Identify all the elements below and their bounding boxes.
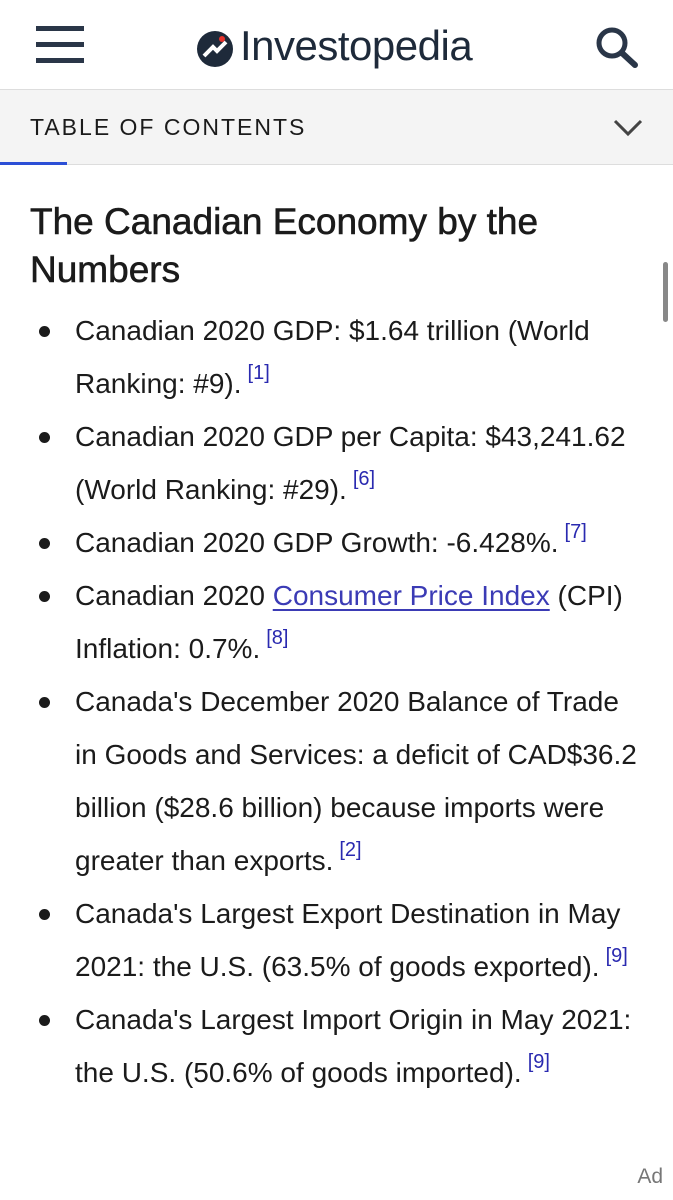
- header: Investopedia: [0, 0, 673, 90]
- list-item: Canada's December 2020 Balance of Trade …: [39, 675, 640, 887]
- toc-progress: [0, 162, 67, 165]
- list-item: Canadian 2020 GDP: $1.64 trillion (World…: [39, 304, 640, 410]
- list-item: Canadian 2020 Consumer Price Index (CPI)…: [39, 569, 640, 675]
- citation[interactable]: [7]: [564, 521, 587, 543]
- logo-mark[interactable]: [196, 30, 234, 68]
- toc-label[interactable]: TABLE OF CONTENTS: [30, 114, 307, 140]
- toc-chevron[interactable]: [612, 118, 644, 138]
- item-text: Canadian 2020 GDP Growth: -6.428%.: [75, 527, 559, 558]
- citation[interactable]: [6]: [352, 468, 376, 490]
- fact-list: Canadian 2020 GDP: $1.64 trillion (World…: [0, 304, 640, 1099]
- citation[interactable]: [9]: [527, 1051, 550, 1073]
- item-text: Canada's Largest Export Destination in M…: [75, 898, 621, 982]
- citation[interactable]: [9]: [605, 945, 628, 967]
- item-text: Canadian 2020 GDP per Capita: $43,241.62…: [75, 421, 626, 505]
- list-item: Canada's Largest Import Origin in May 20…: [39, 993, 640, 1099]
- list-item: Canadian 2020 GDP Growth: -6.428%. [7]: [39, 516, 640, 569]
- table-of-contents[interactable]: TABLE OF CONTENTS: [0, 90, 673, 165]
- list-item: Canada's Largest Export Destination in M…: [39, 887, 640, 993]
- item-text: Canada's December 2020 Balance of Trade …: [75, 686, 637, 876]
- item-text: Canadian 2020 GDP: $1.64 trillion (World…: [75, 315, 590, 399]
- article-heading: The Canadian Economy by the Numbers: [30, 201, 539, 291]
- search-button[interactable]: [595, 26, 639, 68]
- menu-button[interactable]: [36, 26, 84, 64]
- citation[interactable]: [1]: [247, 362, 270, 384]
- item-text: Canadian 2020: [75, 580, 273, 611]
- item-text: Canada's Largest Import Origin in May 20…: [75, 1004, 632, 1088]
- item-link[interactable]: Consumer Price Index: [272, 580, 550, 611]
- ad-label: Ad: [637, 1165, 663, 1188]
- citation[interactable]: [8]: [266, 627, 289, 649]
- item-text: (CPI) Inflation: 0.7%.: [75, 580, 623, 664]
- brand[interactable]: Investopedia: [240, 22, 473, 69]
- citation[interactable]: [2]: [339, 839, 362, 861]
- scrollbar: [663, 262, 668, 322]
- list-item: Canadian 2020 GDP per Capita: $43,241.62…: [39, 410, 640, 516]
